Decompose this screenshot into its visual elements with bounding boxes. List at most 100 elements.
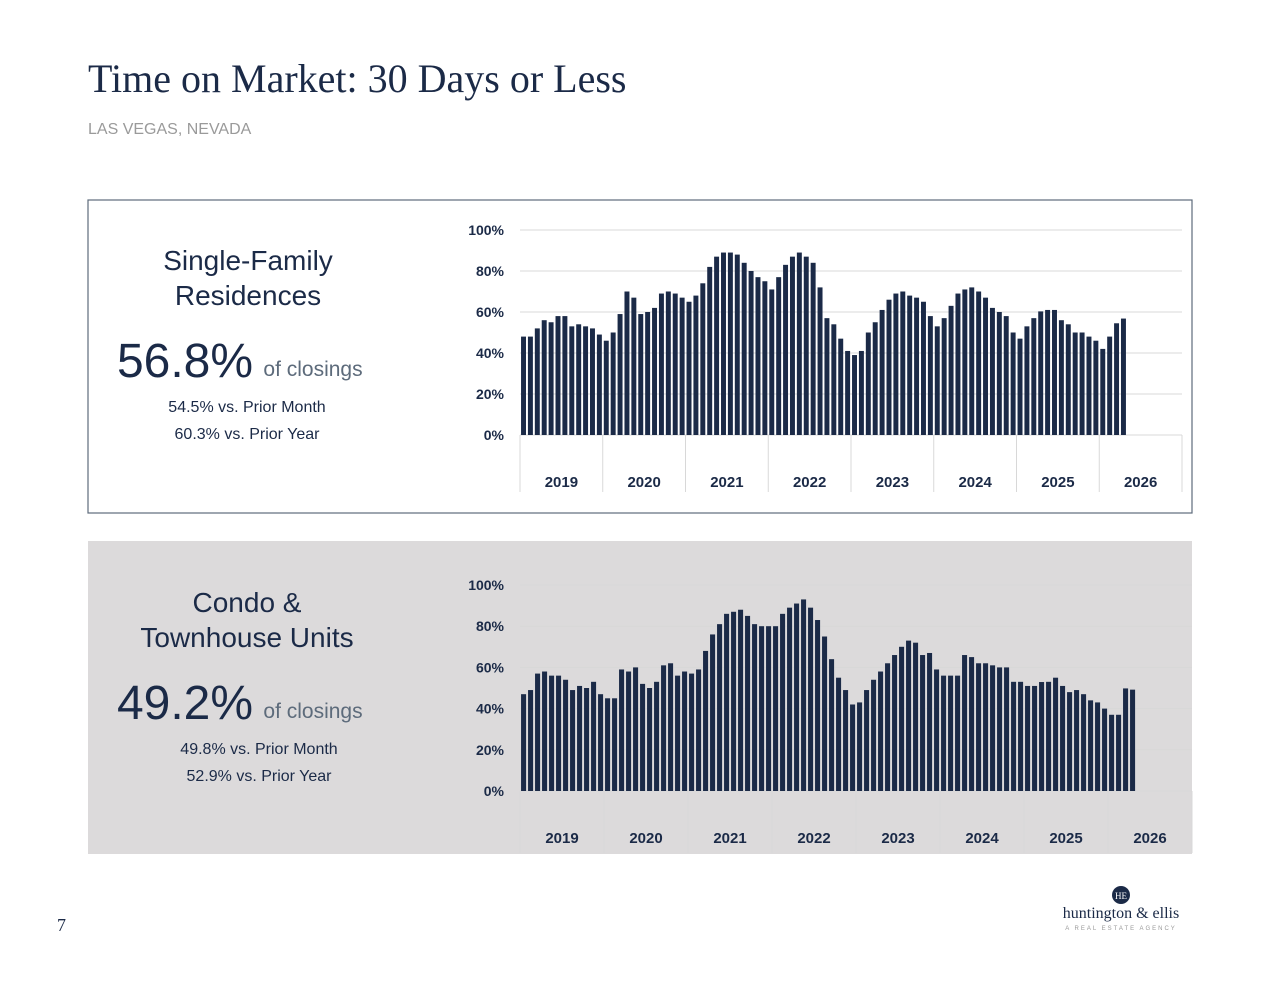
bar [610, 332, 616, 435]
logo-mark: HE [1115, 891, 1127, 901]
bar [696, 669, 702, 791]
bar [1060, 685, 1066, 791]
bar [962, 655, 968, 791]
bar [605, 698, 611, 791]
bar [638, 314, 644, 435]
x-tick-label: 2021 [713, 830, 746, 847]
x-tick-label: 2025 [1041, 474, 1074, 491]
bar [665, 291, 671, 435]
bar [865, 332, 871, 435]
bar [658, 293, 664, 435]
bar [710, 634, 716, 791]
bar [1053, 677, 1059, 791]
bar [996, 312, 1002, 435]
bar [1093, 340, 1099, 435]
bar [693, 295, 699, 435]
bar [829, 659, 835, 791]
compare-line: 52.9% vs. Prior Year [187, 768, 333, 785]
bar [727, 252, 733, 435]
y-tick-label: 20% [476, 386, 505, 402]
bar [1123, 688, 1129, 791]
bar [682, 671, 688, 791]
y-tick-label: 40% [476, 345, 505, 361]
y-tick-label: 60% [476, 659, 505, 675]
panel-heading: Single-Family [163, 245, 333, 276]
bar [803, 256, 809, 435]
y-tick-label: 0% [484, 783, 505, 799]
y-tick-label: 0% [484, 427, 505, 443]
bar [955, 293, 961, 435]
bar [831, 324, 837, 435]
bar [969, 287, 975, 435]
logo-badge [1112, 886, 1130, 904]
bar [534, 328, 540, 435]
bar [528, 690, 534, 791]
bar [776, 277, 782, 435]
bar [920, 655, 926, 791]
bar [563, 679, 569, 791]
bar [1011, 681, 1017, 791]
bar [1065, 324, 1071, 435]
bar [1039, 682, 1045, 791]
bar [521, 336, 526, 435]
big-suffix: of closings [263, 358, 362, 381]
big-suffix: of closings [263, 700, 362, 723]
x-tick-label: 2021 [710, 474, 743, 491]
bar [773, 626, 779, 791]
x-tick-label: 2026 [1133, 830, 1166, 847]
compare-line: 54.5% vs. Prior Month [168, 399, 325, 416]
bar [989, 307, 995, 435]
bar [1114, 323, 1120, 435]
bar [745, 615, 751, 791]
x-tick-label: 2023 [881, 830, 914, 847]
bar [1072, 332, 1078, 435]
bar [817, 287, 823, 435]
bar [1010, 332, 1016, 435]
bar [707, 266, 713, 435]
bar [762, 281, 768, 435]
bar [1003, 316, 1009, 435]
bar [914, 297, 920, 435]
bar [556, 675, 562, 791]
bar [893, 293, 899, 435]
bar [731, 611, 737, 791]
bar [766, 626, 772, 791]
bar [640, 683, 646, 791]
bar [714, 256, 720, 435]
bar [631, 297, 637, 435]
x-tick-label: 2020 [629, 830, 662, 847]
bar [871, 679, 877, 791]
bar [1058, 320, 1064, 435]
bar [555, 316, 561, 435]
bar [913, 642, 919, 791]
x-tick-label: 2020 [627, 474, 660, 491]
bar [570, 690, 576, 791]
bar [589, 328, 595, 435]
bar [783, 264, 789, 435]
big-value: 56.8% [117, 335, 253, 388]
page-number: 7 [57, 915, 66, 935]
x-tick-label: 2023 [876, 474, 909, 491]
bar [598, 694, 604, 791]
bar [703, 650, 709, 791]
bar [535, 673, 541, 791]
bar [686, 301, 692, 435]
bar [675, 675, 681, 791]
bar [542, 671, 548, 791]
bar [1081, 694, 1087, 791]
bar [899, 646, 905, 791]
bar [700, 283, 706, 435]
y-tick-label: 80% [476, 263, 505, 279]
bar [990, 665, 996, 791]
bar [976, 291, 982, 435]
bar [843, 690, 849, 791]
bar [1120, 318, 1126, 435]
bar [864, 690, 870, 791]
bar [569, 326, 575, 435]
bar [1018, 681, 1024, 791]
bar [1086, 336, 1092, 435]
bar [1116, 714, 1122, 791]
bar [934, 326, 940, 435]
bar [927, 652, 933, 791]
x-tick-label: 2022 [793, 474, 826, 491]
